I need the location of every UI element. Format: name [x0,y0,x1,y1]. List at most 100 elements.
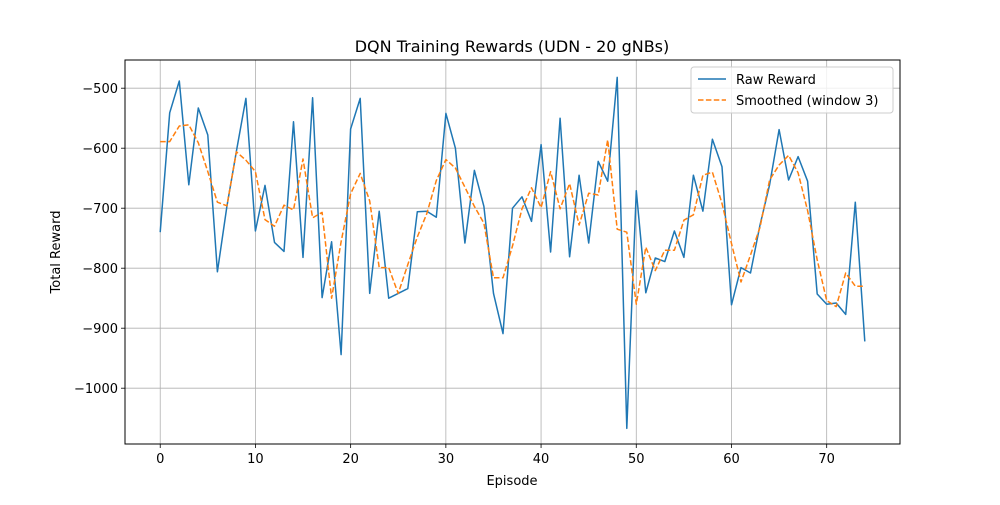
y-tick-label: −1000 [74,382,118,397]
data-point [244,159,247,162]
data-point [740,266,743,269]
data-point [701,174,704,177]
data-point [730,242,733,245]
data-point [644,246,647,249]
data-point [663,260,666,263]
data-point [273,225,276,228]
data-point [349,192,352,195]
data-point [863,285,866,288]
x-axis-label: Episode [486,474,537,489]
data-point [178,80,181,83]
data-point [778,164,781,167]
data-point [311,96,314,99]
data-point [444,112,447,115]
data-point [292,120,295,123]
data-point [216,201,219,204]
data-point [635,189,638,192]
data-point [768,179,771,182]
series-line-smoothed [160,124,865,308]
data-point [463,242,466,245]
series-line-raw-reward [159,76,866,430]
data-point [711,171,714,174]
data-point [844,313,847,316]
data-point [692,213,695,216]
data-point [321,211,324,214]
data-point [816,293,819,296]
data-point [511,245,514,248]
data-point [454,147,457,150]
data-point [682,219,685,222]
data-point [244,97,247,100]
data-point [349,128,352,131]
data-point [378,266,381,269]
x-tick-label: 10 [247,452,264,467]
data-point [254,230,257,233]
data-point [463,186,466,189]
data-point [730,303,733,306]
data-point [568,255,571,258]
data-point [740,281,743,284]
x-tick-label: 0 [156,452,164,467]
data-point [806,180,809,183]
data-point [216,270,219,273]
data-point [368,200,371,203]
data-point [406,263,409,266]
data-point [787,179,790,182]
data-point [835,305,838,308]
data-point [235,150,238,153]
data-point [254,170,257,173]
data-point [635,303,638,306]
data-point [530,186,533,189]
data-point [654,269,657,272]
x-tick-label: 70 [818,452,835,467]
data-point [559,207,562,210]
y-tick-label: −900 [82,322,118,337]
x-tick-label: 20 [342,452,359,467]
data-point [302,256,305,259]
data-point [797,171,800,174]
data-point [663,249,666,252]
data-point [863,340,866,343]
data-point [159,231,162,234]
data-point [568,182,571,185]
data-point [159,140,162,143]
data-point [302,158,305,161]
series-layer [159,76,866,430]
data-point [720,202,723,205]
data-point [206,134,209,137]
data-point [492,276,495,279]
data-point [787,154,790,157]
data-point [673,249,676,252]
data-point [778,128,781,131]
data-point [844,272,847,275]
legend-box [690,66,894,114]
data-point [521,195,524,198]
data-point [511,207,514,210]
chart-title: DQN Training Rewards (UDN - 20 gNBs) [355,37,670,56]
grid [125,60,900,444]
data-point [816,258,819,261]
data-point [425,212,428,215]
data-point [321,296,324,299]
data-point [597,160,600,163]
data-point [435,179,438,182]
data-point [597,194,600,197]
data-point [435,216,438,219]
data-point [187,123,190,126]
data-point [625,231,628,234]
data-point [549,170,552,173]
data-point [749,272,752,275]
data-point [540,143,543,146]
data-point [711,138,714,141]
data-point [854,285,857,288]
data-point [587,192,590,195]
legend: Raw Reward Smoothed (window 3) [690,66,894,114]
data-point [340,240,343,243]
ticks: 0 10 20 30 40 50 60 70 −1000 −900 −800 −700 −600 −500 [74,82,835,467]
data-point [292,209,295,212]
data-point [673,230,676,233]
data-point [720,165,723,168]
data-point [578,174,581,177]
data-point [654,257,657,260]
data-point [187,183,190,186]
